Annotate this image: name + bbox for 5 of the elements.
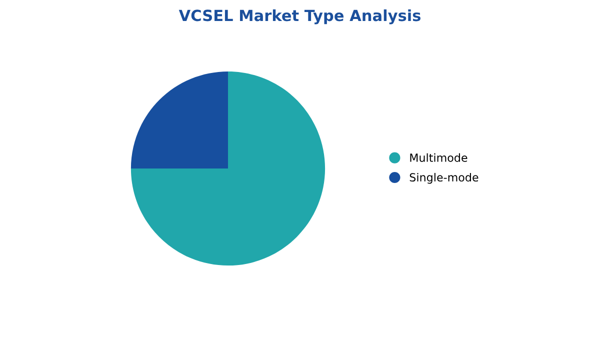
legend-label: Multimode — [410, 153, 468, 162]
pie-slice — [130, 71, 326, 266]
legend-label: Single-mode — [410, 172, 478, 184]
chart-title: VCSEL Market Type Analysis — [178, 9, 420, 24]
pie-slice — [130, 71, 228, 168]
